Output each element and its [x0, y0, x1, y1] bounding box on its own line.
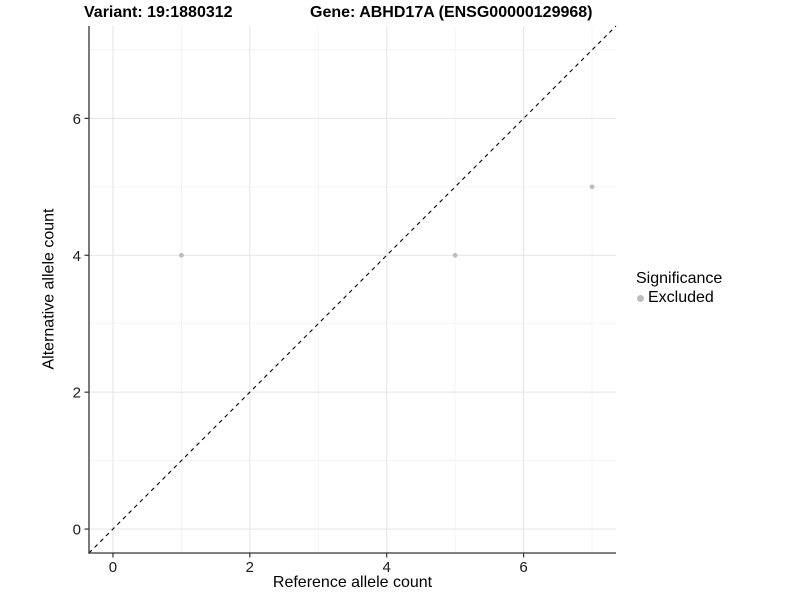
y-tick-label: 6 — [73, 111, 81, 128]
legend: Significance Excluded — [633, 270, 722, 307]
x-tick-label: 2 — [246, 559, 254, 576]
y-axis-title: Alternative allele count — [40, 208, 58, 370]
legend-item-label: Excluded — [648, 289, 714, 306]
x-tick-label: 0 — [109, 559, 117, 576]
legend-item-excluded: Excluded — [633, 289, 722, 307]
legend-key-dot-icon — [637, 294, 644, 302]
gene-title: Gene: ABHD17A (ENSG00000129968) — [310, 4, 593, 21]
data-point — [178, 252, 184, 258]
data-point — [452, 252, 458, 258]
x-tick-label: 6 — [519, 559, 527, 576]
variant-title: Variant: 19:1880312 — [84, 4, 233, 21]
x-axis-title: Reference allele count — [272, 574, 433, 591]
y-tick-label: 4 — [73, 248, 81, 265]
identity-reference-line — [88, 25, 617, 554]
data-point — [589, 184, 595, 190]
y-tick-label: 0 — [73, 522, 81, 539]
x-tick-label: 4 — [383, 559, 391, 576]
y-tick-label: 2 — [73, 385, 81, 402]
legend-title: Significance — [636, 270, 723, 287]
